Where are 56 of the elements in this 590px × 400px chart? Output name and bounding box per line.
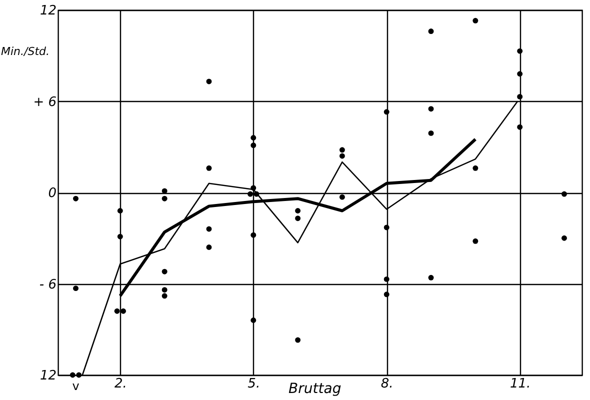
point <box>472 165 478 171</box>
point <box>117 208 123 214</box>
point <box>517 71 523 77</box>
point <box>206 244 212 250</box>
point <box>428 28 434 34</box>
point <box>73 286 78 292</box>
point <box>206 165 212 171</box>
point <box>295 216 301 222</box>
point <box>428 130 434 136</box>
point <box>114 308 120 314</box>
point <box>384 109 390 115</box>
annotation: v <box>72 379 80 393</box>
point <box>162 196 168 202</box>
x-tick-label: 5. <box>248 376 260 392</box>
point <box>250 232 256 238</box>
y-axis-title: Min./Std. <box>1 45 50 58</box>
y-tick-label: 12 <box>40 368 56 384</box>
point <box>384 292 390 298</box>
point <box>472 238 478 244</box>
point <box>162 287 168 293</box>
y-tick-label: 12 <box>40 4 56 18</box>
y-tick-label: 0 <box>48 186 56 201</box>
point <box>250 142 256 148</box>
point <box>250 135 256 140</box>
point <box>562 235 567 241</box>
x-tick-label: 8. <box>380 376 394 392</box>
point <box>562 191 567 197</box>
point <box>428 106 434 112</box>
point <box>517 124 523 130</box>
x-axis-title: Bruttag <box>288 381 342 397</box>
point <box>517 94 523 100</box>
point <box>73 196 78 202</box>
point <box>70 372 76 378</box>
point <box>295 337 301 343</box>
point <box>339 153 345 159</box>
point <box>162 268 168 274</box>
point <box>384 276 390 282</box>
point <box>117 234 123 240</box>
point <box>517 48 523 54</box>
y-tick-label: + 6 <box>33 94 56 110</box>
point <box>248 191 254 197</box>
point <box>472 18 478 24</box>
point <box>120 308 126 314</box>
point <box>206 226 212 232</box>
y-tick-label: - 6 <box>39 277 56 292</box>
point <box>339 194 345 200</box>
point <box>76 372 82 378</box>
point <box>250 318 256 323</box>
x-tick-label: 2. <box>114 376 127 392</box>
point <box>339 147 345 153</box>
point <box>206 78 212 84</box>
point <box>384 224 390 230</box>
point <box>428 274 434 280</box>
x-tick-label: 11. <box>510 376 531 392</box>
point <box>295 208 301 214</box>
point <box>162 293 168 299</box>
